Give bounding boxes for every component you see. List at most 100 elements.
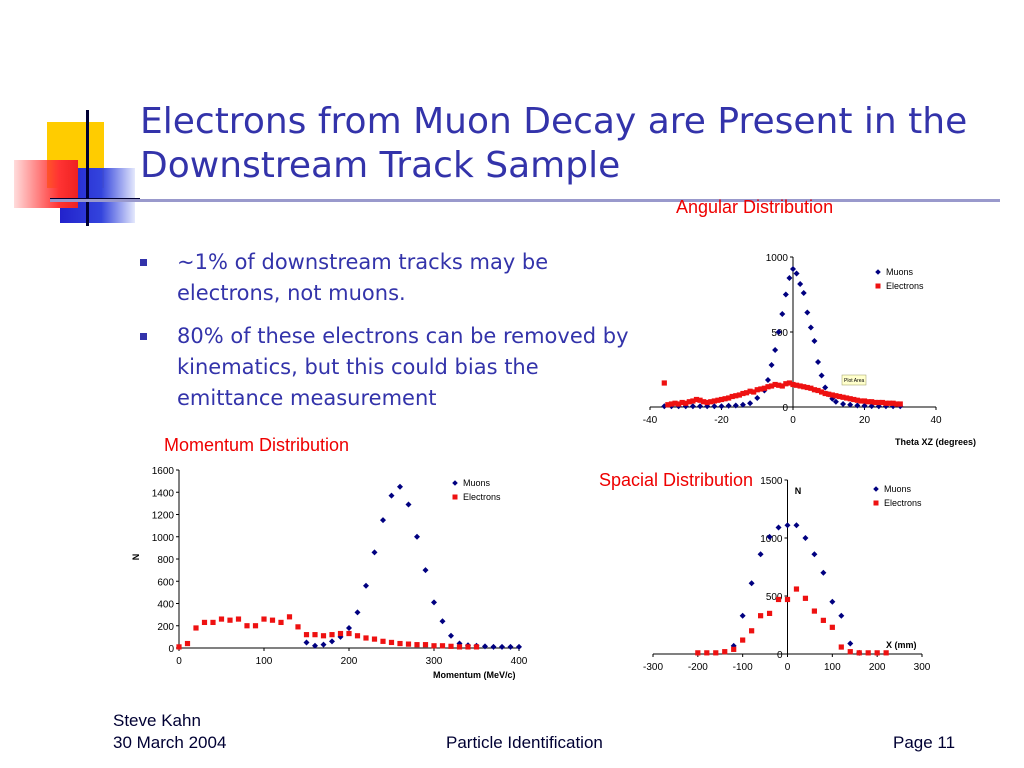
footer-author: Steve Kahn xyxy=(113,711,201,730)
muons-point xyxy=(811,338,818,344)
electrons-point xyxy=(704,399,710,406)
electrons-point xyxy=(740,390,746,397)
muons-point xyxy=(772,347,779,353)
electrons-point xyxy=(286,614,293,620)
y-axis-label: N xyxy=(795,486,802,496)
electrons-point xyxy=(668,401,675,407)
plot-area-tooltip-text: Plot Area xyxy=(844,378,865,384)
x-tick-label: 200 xyxy=(869,662,886,673)
electrons-point xyxy=(854,397,860,403)
electrons-point xyxy=(836,393,843,400)
electrons-point xyxy=(786,380,793,386)
muons-point xyxy=(388,492,395,499)
electrons-point xyxy=(820,617,826,623)
footer-page-number: Page 11 xyxy=(893,733,956,752)
slide-title: Electrons from Muon Decay are Present in… xyxy=(140,100,1000,188)
electrons-point xyxy=(872,399,878,406)
electrons-point xyxy=(672,400,678,406)
muons-point xyxy=(764,377,771,383)
muons-point xyxy=(482,643,488,650)
electrons-point xyxy=(822,390,828,397)
electrons-point xyxy=(244,623,250,629)
muons-point xyxy=(847,401,854,408)
electrons-point xyxy=(844,395,850,401)
x-tick-label: 0 xyxy=(785,662,791,673)
electrons-point xyxy=(876,399,882,406)
legend-marker-muons xyxy=(873,486,879,492)
electrons-point xyxy=(851,396,857,403)
muons-point xyxy=(768,362,775,368)
electrons-point xyxy=(811,387,818,393)
electrons-point xyxy=(269,617,276,623)
muons-point xyxy=(397,483,403,490)
electrons-point xyxy=(414,642,420,648)
muons-point xyxy=(748,580,755,587)
legend-marker-electrons xyxy=(452,494,458,500)
electrons-point xyxy=(765,384,771,390)
electrons-point xyxy=(890,400,896,406)
y-tick-label: 600 xyxy=(157,577,174,588)
muons-point xyxy=(346,624,352,631)
electrons-point xyxy=(722,649,728,655)
electrons-point xyxy=(346,630,352,637)
electrons-point xyxy=(838,644,844,650)
electrons-point xyxy=(897,401,903,407)
electrons-point xyxy=(252,623,259,629)
electrons-point xyxy=(210,619,216,626)
muons-point xyxy=(363,582,369,589)
series-muons xyxy=(303,483,522,650)
electrons-point xyxy=(833,393,839,399)
electrons-point xyxy=(261,616,267,622)
electrons-point xyxy=(793,382,800,388)
y-tick-label: 1500 xyxy=(760,476,783,487)
electrons-point xyxy=(701,399,707,405)
footer-date: 30 March 2004 xyxy=(113,733,227,752)
electrons-point xyxy=(303,632,310,638)
square-bullet-icon xyxy=(140,333,147,340)
muons-point xyxy=(854,402,861,409)
y-tick-label: 1600 xyxy=(152,466,175,477)
muons-point xyxy=(784,522,791,529)
electrons-point xyxy=(826,391,832,397)
electrons-point xyxy=(840,394,846,400)
spacial-caption: Spacial Distribution xyxy=(599,470,754,490)
electrons-point xyxy=(829,624,835,630)
electrons-point xyxy=(661,380,667,386)
legend-label-electrons: Electrons xyxy=(463,492,501,502)
electrons-point xyxy=(711,398,717,404)
electrons-point xyxy=(704,650,710,656)
electrons-point xyxy=(779,383,785,389)
electrons-point xyxy=(690,398,696,404)
electrons-point xyxy=(768,383,775,389)
y-tick-label: 0 xyxy=(782,403,788,414)
square-bullet-icon xyxy=(140,259,147,266)
muons-point xyxy=(861,402,868,409)
x-tick-label: -20 xyxy=(714,415,729,426)
muons-point xyxy=(847,640,854,647)
electrons-point xyxy=(749,628,755,634)
electrons-point xyxy=(683,400,689,406)
legend-marker-electrons xyxy=(875,283,881,289)
electrons-point xyxy=(679,399,685,406)
x-tick-label: -100 xyxy=(733,662,753,673)
x-tick-label: 20 xyxy=(859,415,871,426)
momentum-distribution-chart: 0 100 200 300 400 0 200 400 600 800 1000 1200 1400 16… xyxy=(131,466,528,680)
x-tick-label: 0 xyxy=(176,656,182,667)
electrons-point xyxy=(740,637,746,643)
electrons-point xyxy=(363,635,369,641)
electrons-point xyxy=(869,399,875,405)
electrons-point xyxy=(829,392,835,398)
electrons-point xyxy=(879,399,885,406)
electrons-point xyxy=(227,617,233,623)
electrons-point xyxy=(201,619,208,626)
x-axis-label: X (mm) xyxy=(886,640,917,650)
muons-point xyxy=(790,266,796,272)
electrons-point xyxy=(235,616,242,622)
electrons-point xyxy=(665,402,671,408)
series-electrons xyxy=(661,380,903,408)
electrons-point xyxy=(758,386,764,392)
electrons-point xyxy=(783,381,789,387)
electrons-point xyxy=(775,596,782,603)
electrons-point xyxy=(697,397,703,403)
muons-point xyxy=(838,612,845,619)
